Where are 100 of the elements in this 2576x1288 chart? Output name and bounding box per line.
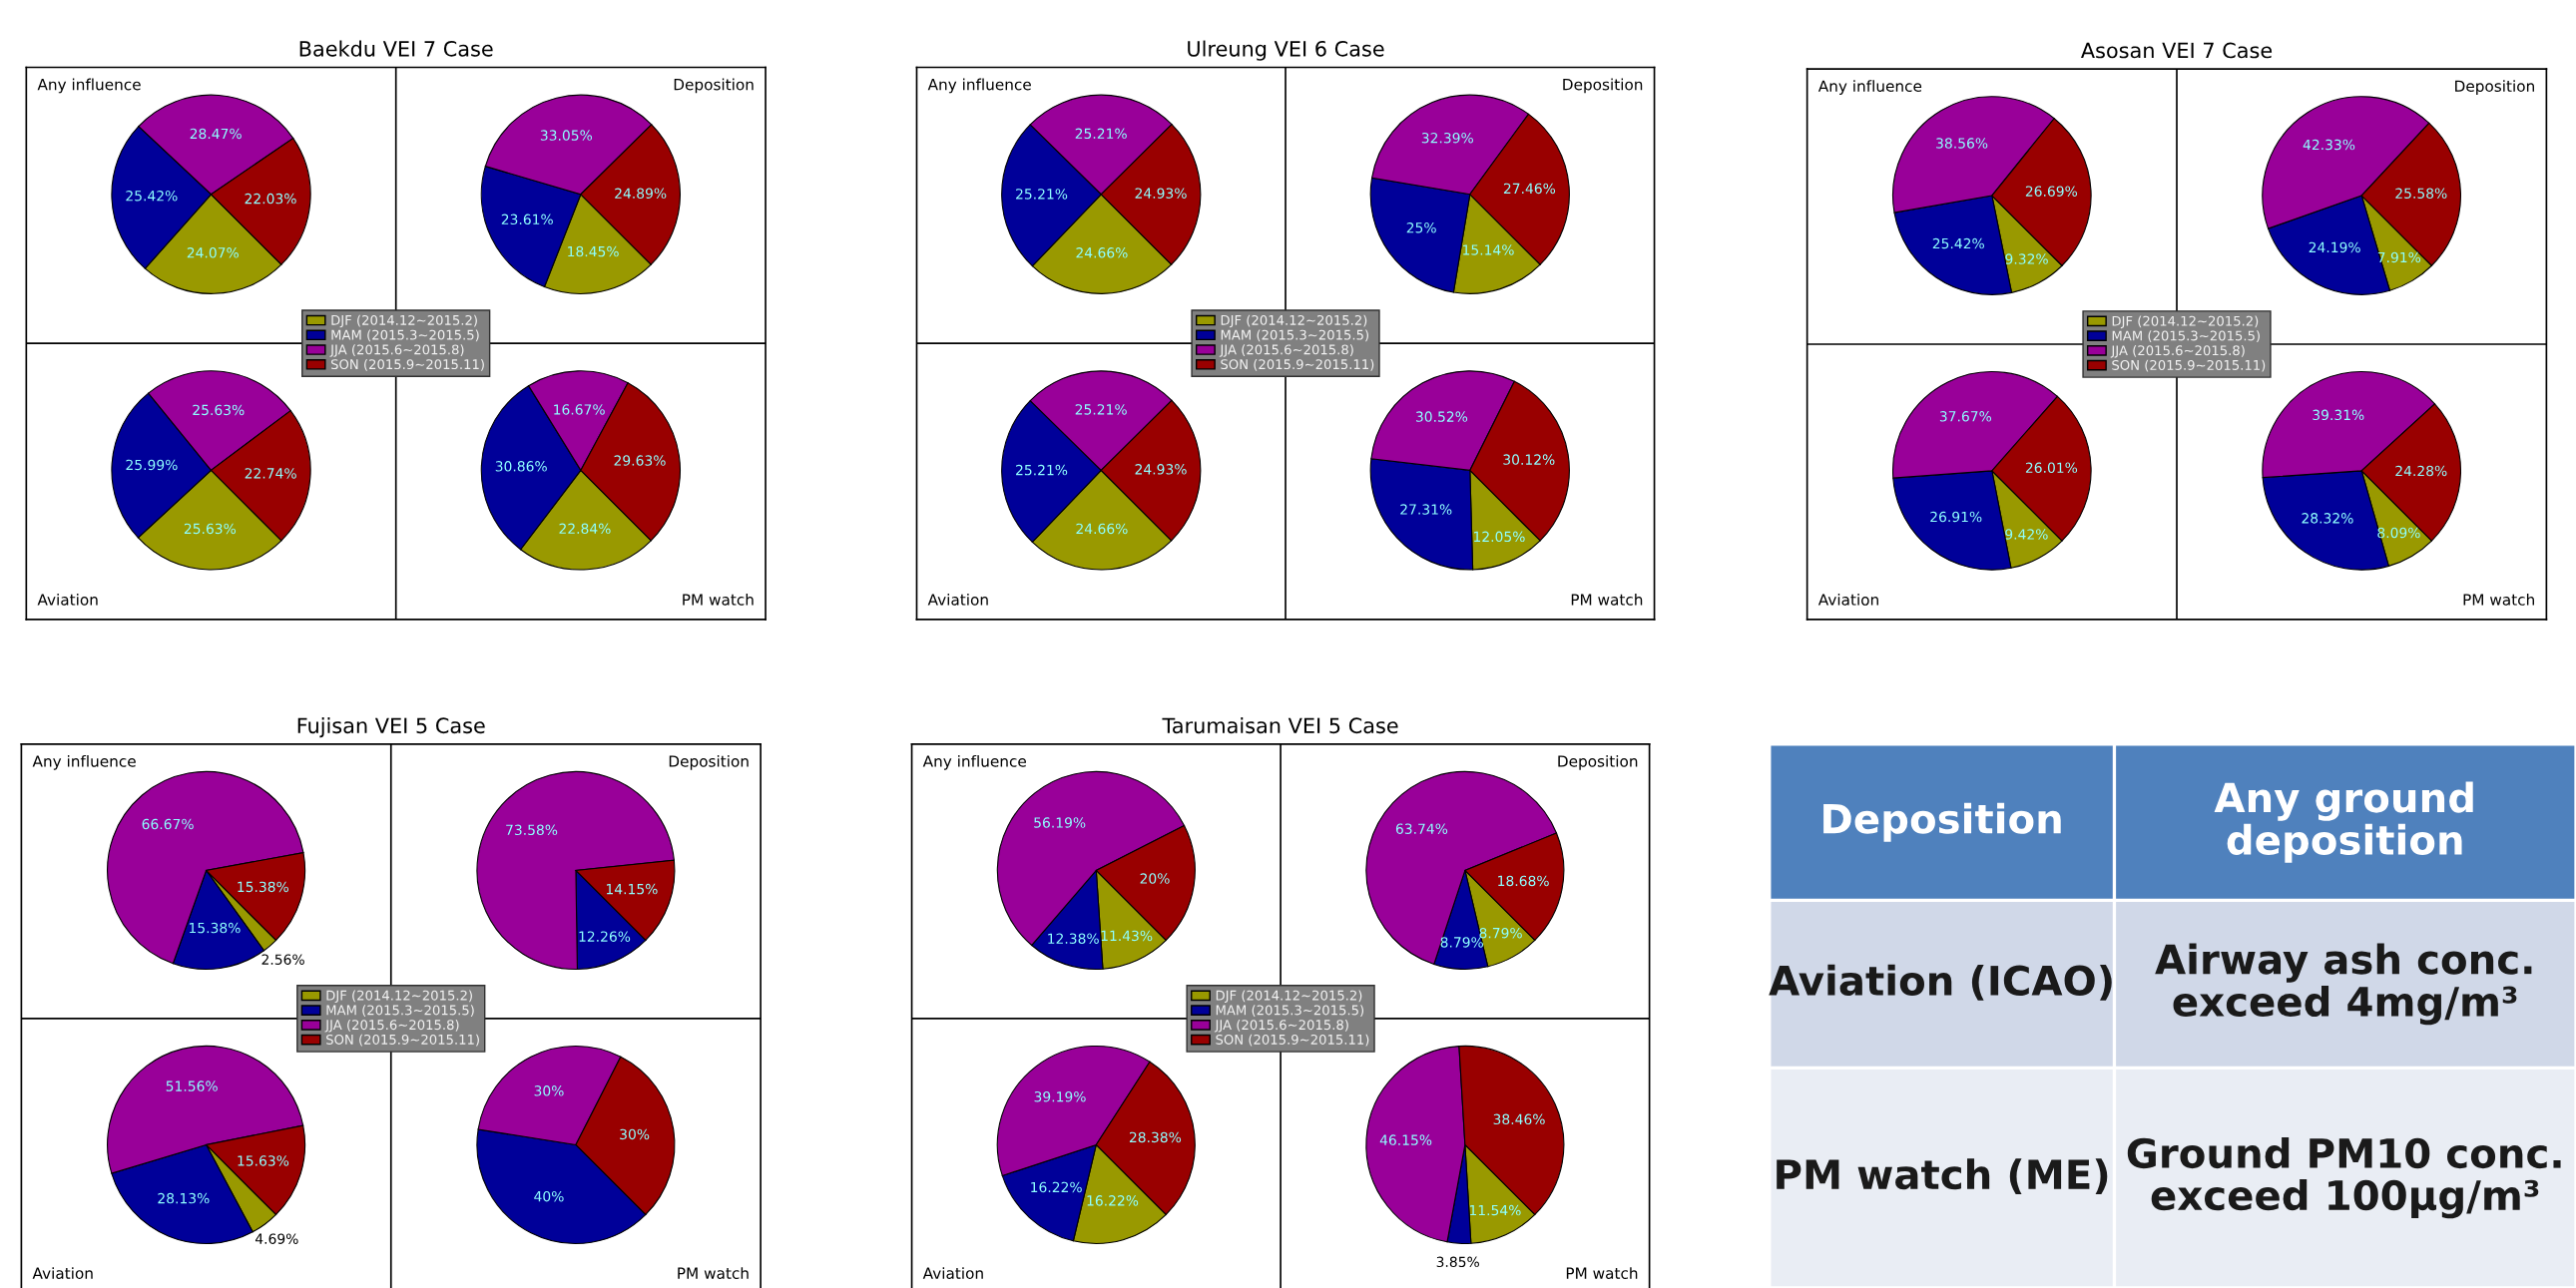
data-label: 14.15% <box>606 883 658 895</box>
data-label: 66.67% <box>142 818 194 830</box>
data-label: 32.39% <box>1421 132 1473 144</box>
data-label: 39.31% <box>2313 409 2364 421</box>
legend-label: JJA (2015.6~2015.8) <box>2110 344 2245 358</box>
data-label: 24.93% <box>1135 188 1187 199</box>
legend-label: DJF (2014.12~2015.2) <box>2112 315 2259 329</box>
data-label: 28.47% <box>190 128 242 140</box>
data-label: 33.05% <box>540 130 593 141</box>
slice-label: PM watch <box>683 593 754 606</box>
data-label: 24.19% <box>2309 241 2360 253</box>
data-label: 16.22% <box>1031 1181 1082 1193</box>
legend-label: MAM (2015.3~2015.5) <box>1221 329 1368 342</box>
data-label: 12.38% <box>1048 933 1099 944</box>
data-label: 24.28% <box>2395 465 2447 477</box>
data-label: 25.63% <box>184 523 237 535</box>
slice-label: Any influence <box>927 78 1031 94</box>
data-label: 56.19% <box>1034 817 1086 828</box>
data-label: 25.42% <box>126 190 178 202</box>
chart-title: Baekdu VEI 7 Case <box>299 40 493 57</box>
slice-label: PM watch <box>1566 1267 1638 1279</box>
data-label: 37.67% <box>1939 411 1992 422</box>
chart-title: Fujisan VEI 5 Case <box>297 717 485 738</box>
slice-label: PM watch <box>678 1267 749 1279</box>
slice-label: Aviation <box>32 1267 93 1279</box>
data-label: 30.12% <box>1503 454 1555 465</box>
slice-label: Aviation <box>922 1267 983 1279</box>
data-label: 22.03% <box>245 193 296 205</box>
legend-label: SON (2015.9~2015.11) <box>2112 359 2266 372</box>
data-label: 63.74% <box>1395 823 1448 834</box>
slice-label: Aviation <box>927 593 988 606</box>
slice-label: Aviation <box>1817 593 1878 606</box>
data-label: 25.21% <box>1016 464 1068 476</box>
data-label: 22.74% <box>245 468 296 479</box>
data-label: 30.52% <box>1415 411 1468 422</box>
data-label: 24.66% <box>1076 523 1128 535</box>
data-label: 40% <box>534 1190 564 1202</box>
data-label: 30% <box>534 1085 564 1096</box>
data-label: 25.42% <box>1932 237 1984 249</box>
legend-label: SON (2015.9~2015.11) <box>1216 1034 1369 1047</box>
data-label: 27.31% <box>1400 504 1452 515</box>
legend-label: MAM (2015.3~2015.5) <box>331 329 479 342</box>
data-label: 28.38% <box>1129 1131 1182 1143</box>
data-label: 20% <box>1140 873 1170 884</box>
data-label: 30.86% <box>495 461 547 472</box>
data-label: 12.05% <box>1474 531 1525 543</box>
legend-label: SON (2015.9~2015.11) <box>330 358 484 371</box>
slice-label: PM watch <box>2463 593 2534 606</box>
chart-title: Asosan VEI 7 Case <box>2081 42 2273 59</box>
data-label: 28.13% <box>158 1192 210 1204</box>
data-label: 29.63% <box>614 455 666 466</box>
data-label: 2.56% <box>261 954 304 965</box>
legend-label: JJA (2015.6~2015.8) <box>1219 344 1353 357</box>
data-label: 15.63% <box>238 1155 289 1166</box>
data-label: 25.63% <box>193 404 245 416</box>
legend-label: DJF (2014.12~2015.2) <box>331 314 477 328</box>
data-label: 18.45% <box>568 245 619 257</box>
data-label: 25.99% <box>126 459 178 471</box>
data-label: 9.42% <box>2005 529 2048 540</box>
data-label: 46.15% <box>1379 1134 1432 1145</box>
data-label: 16.67% <box>554 404 605 415</box>
data-label: 4.69% <box>255 1233 298 1244</box>
data-label: 26.69% <box>2025 186 2078 197</box>
data-label: 51.56% <box>166 1080 218 1091</box>
chart-title: Tarumaisan VEI 5 Case <box>1162 717 1398 734</box>
legend-label: SON (2015.9~2015.11) <box>326 1034 479 1047</box>
legend-label: SON (2015.9~2015.11) <box>1221 358 1374 371</box>
slice-label: Deposition <box>674 78 754 94</box>
slice-label: Deposition <box>1558 754 1638 770</box>
legend-label: DJF (2014.12~2015.2) <box>326 990 472 1004</box>
data-label: 38.56% <box>1936 138 1988 149</box>
slice-label: Deposition <box>669 754 749 770</box>
data-label: 12.26% <box>579 931 631 942</box>
data-label: 15.38% <box>238 881 288 893</box>
legend-label: MAM (2015.3~2015.5) <box>2112 330 2260 342</box>
legend-label: JJA (2015.6~2015.8) <box>324 1019 459 1033</box>
slice-label: Deposition <box>2455 80 2534 95</box>
data-label: 25.21% <box>1016 189 1068 200</box>
data-label: 25.21% <box>1075 128 1127 140</box>
data-label: 24.89% <box>615 188 667 200</box>
legend-label: JJA (2015.6~2015.8) <box>1214 1019 1348 1033</box>
text: Ground PM10 conc. exceed 100μg/m³ <box>2127 1137 2561 1219</box>
data-label: 24.93% <box>1135 464 1187 475</box>
data-label: 24.07% <box>187 247 239 258</box>
text: Deposition <box>1823 802 2061 842</box>
legend-label: DJF (2014.12~2015.2) <box>1221 314 1367 328</box>
slice-label: Any influence <box>922 754 1026 770</box>
slice-label: Deposition <box>1563 78 1643 94</box>
data-label: 42.33% <box>2303 139 2355 151</box>
data-label: 25.58% <box>2395 188 2447 199</box>
legend-label: JJA (2015.6~2015.8) <box>329 344 464 357</box>
text: Aviation (ICAO) <box>1769 964 2112 1001</box>
data-label: 11.54% <box>1469 1204 1521 1216</box>
data-label: 27.46% <box>1503 183 1556 195</box>
data-label: 28.32% <box>2302 513 2353 524</box>
slice-label: PM watch <box>1571 593 1643 606</box>
text: Airway ash conc. exceed 4mg/m³ <box>2155 943 2532 1026</box>
data-label: 11.43% <box>1101 930 1153 942</box>
data-label: 15.14% <box>1463 244 1514 255</box>
data-label: 24.66% <box>1076 247 1128 258</box>
